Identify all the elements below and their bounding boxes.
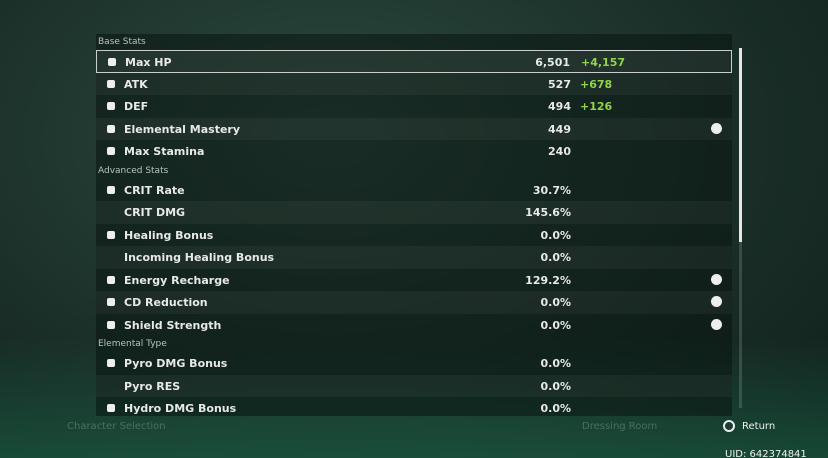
stat-row[interactable]: ATK 527 +678: [96, 72, 732, 95]
stat-icon: [107, 185, 115, 194]
stat-name: Incoming Healing Bonus: [124, 251, 275, 264]
stat-row[interactable]: CRIT DMG 145.6%: [96, 201, 732, 224]
stat-value: 0.0%: [540, 357, 571, 370]
stat-name: Pyro RES: [124, 379, 181, 393]
return-button[interactable]: Return: [742, 421, 776, 432]
uid: UID: 642374841: [725, 449, 807, 458]
stat-icon: [107, 275, 115, 284]
stat-bonus: +126: [580, 100, 613, 113]
stat-row[interactable]: CRIT Rate 30.7%: [96, 179, 732, 202]
stat-name: Max HP: [125, 56, 172, 69]
stat-name: CD Reduction: [124, 296, 208, 309]
stat-value: 0.0%: [540, 318, 571, 332]
section-title: Advanced Stats: [98, 165, 169, 176]
stat-name: Hydro DMG Bonus: [124, 402, 237, 415]
stat-value: 0.0%: [540, 296, 571, 309]
stat-bonus: +4,157: [581, 56, 626, 69]
stat-icon: [107, 320, 115, 329]
stat-value: 6,501: [535, 56, 570, 69]
stat-row[interactable]: Energy Recharge 129.2%: [96, 269, 732, 292]
stat-value: 494: [548, 100, 571, 113]
stat-value: 145.6%: [525, 206, 571, 219]
stat-icon: [107, 102, 115, 110]
stat-name: CRIT Rate: [124, 183, 185, 197]
stat-row[interactable]: Incoming Healing Bonus 0.0%: [96, 246, 732, 269]
stat-value: 129.2%: [525, 273, 571, 287]
stat-row[interactable]: Shield Strength 0.0%: [96, 314, 732, 337]
stat-name: Elemental Mastery: [124, 122, 241, 136]
dressing-room[interactable]: Dressing Room: [582, 421, 658, 432]
stat-row[interactable]: CD Reduction 0.0%: [96, 291, 732, 314]
stat-bonus: +678: [580, 77, 613, 91]
stat-row[interactable]: Healing Bonus 0.0%: [96, 224, 732, 247]
stat-icon: [107, 79, 115, 88]
stat-name: Healing Bonus: [124, 228, 214, 242]
section-title: Elemental Type: [98, 339, 167, 349]
stat-name: Shield Strength: [124, 318, 222, 332]
stat-row[interactable]: Elemental Mastery 449: [96, 117, 732, 140]
stat-name: Max Stamina: [124, 145, 205, 158]
stat-value: 0.0%: [540, 251, 571, 264]
stat-row[interactable]: DEF 494 +126: [96, 95, 732, 118]
stat-row[interactable]: Max Stamina 240: [96, 140, 732, 163]
stat-name: CRIT DMG: [124, 206, 186, 219]
stat-icon: [107, 230, 115, 239]
stat-row[interactable]: Max HP 6,501 +4,157: [96, 50, 732, 73]
stat-icon: [107, 147, 115, 155]
stat-value: 449: [548, 122, 571, 136]
stat-row[interactable]: Pyro RES 0.0%: [96, 374, 732, 397]
stat-name: DEF: [124, 100, 149, 113]
stat-icon: [107, 404, 115, 412]
stat-row[interactable]: Pyro DMG Bonus 0.0%: [96, 352, 732, 375]
stats-panel: Base Stats Max HP 6,501 +4,157 ATK 527 +678 DEF…: [96, 34, 732, 416]
help-icon[interactable]: [711, 296, 722, 307]
help-icon[interactable]: [711, 273, 722, 285]
stat-name: Pyro DMG Bonus: [124, 357, 228, 370]
stat-row[interactable]: Hydro DMG Bonus 0.0%: [96, 397, 732, 416]
help-icon[interactable]: [711, 318, 722, 330]
return-icon: [723, 420, 735, 432]
stat-name: Energy Recharge: [124, 273, 230, 287]
stat-icon: [108, 58, 116, 66]
stat-icon: [107, 298, 115, 306]
stat-value: 0.0%: [540, 228, 571, 242]
stat-icon: [107, 124, 115, 133]
help-icon[interactable]: [711, 122, 722, 134]
stat-value: 240: [548, 145, 571, 158]
stat-value: 30.7%: [532, 183, 571, 197]
scroll-thumb[interactable]: [739, 48, 742, 242]
character-selection[interactable]: Character Selection: [67, 421, 166, 432]
stat-value: 0.0%: [540, 379, 571, 393]
stat-value: 527: [548, 77, 571, 91]
stat-icon: [107, 359, 115, 367]
section-title: Base Stats: [98, 37, 146, 47]
stat-value: 0.0%: [540, 402, 571, 415]
stat-name: ATK: [124, 77, 148, 91]
